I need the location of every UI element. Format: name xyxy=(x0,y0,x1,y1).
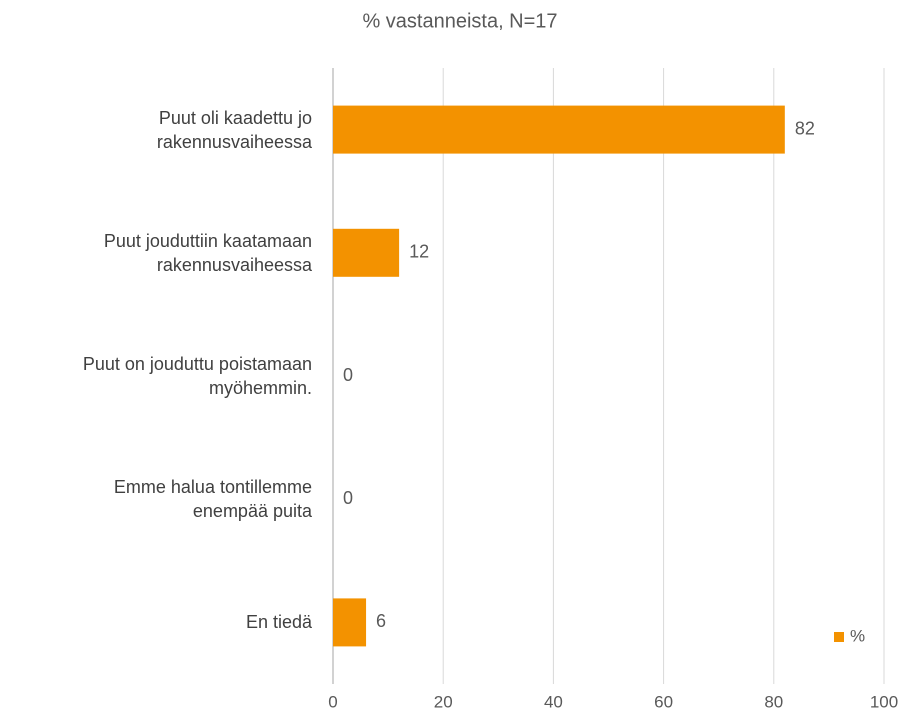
y-tick-label: Emme halua tontillemme enempää puita xyxy=(113,477,312,522)
x-tick-label: 60 xyxy=(654,692,673,711)
data-label: 0 xyxy=(343,365,353,385)
bar xyxy=(333,105,785,154)
data-label: 12 xyxy=(409,242,429,262)
x-tick-label: 20 xyxy=(434,692,453,711)
x-tick-label: 40 xyxy=(544,692,563,711)
y-tick-label: Puut on jouduttu poistamaan myöhemmin. xyxy=(82,354,312,398)
bar xyxy=(333,228,400,277)
data-label: 82 xyxy=(795,118,815,138)
x-tick-label: 0 xyxy=(328,692,337,711)
y-tick-label: En tiedä xyxy=(245,612,312,633)
chart-title: % vastanneista, N=17 xyxy=(362,10,557,32)
data-label: 0 xyxy=(343,488,353,508)
legend-label: % xyxy=(850,626,865,645)
x-tick-label: 100 xyxy=(870,692,898,711)
y-tick-label: Puut jouduttiin kaatamaan rakennusvaihee… xyxy=(103,230,312,275)
data-label: 6 xyxy=(376,611,386,631)
y-tick-label: Puut oli kaadettu jo rakennusvaiheessa xyxy=(156,107,312,152)
x-tick-label: 80 xyxy=(764,692,783,711)
bar xyxy=(333,598,367,647)
legend-swatch xyxy=(834,632,844,642)
